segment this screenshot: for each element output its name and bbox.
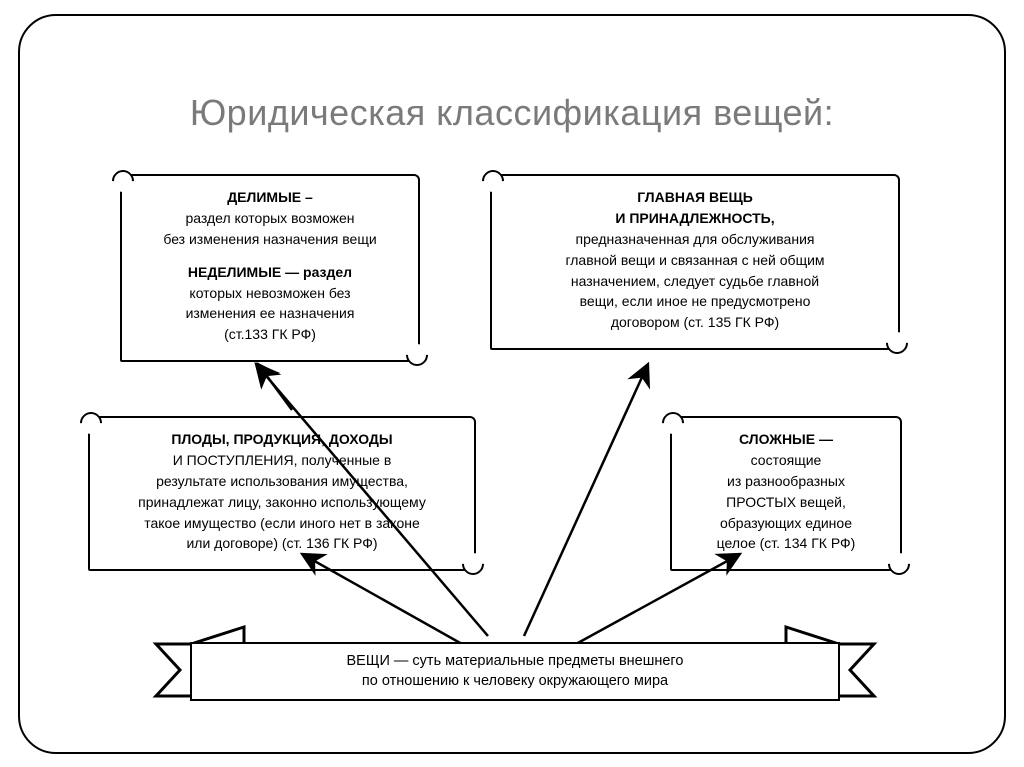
slide-frame: Юридическая классификация вещей: ДЕЛИМЫЕ… [18, 14, 1006, 754]
box2-h: ГЛАВНАЯ ВЕЩЬ [508, 188, 882, 207]
box1-t2a: которых невозможен без [138, 284, 402, 303]
box3-t1: И ПОСТУПЛЕНИЯ, полученные в [106, 451, 458, 470]
box1-heading2: НЕДЕЛИМЫЕ — раздел [138, 263, 402, 282]
box2-t4: вещи, если иное не предусмотрено [508, 292, 882, 311]
box3-t5: или договоре) (ст. 136 ГК РФ) [106, 534, 458, 553]
box1-heading1: ДЕЛИМЫЕ – [138, 188, 402, 207]
box4-t4: образующих единое [688, 514, 884, 533]
box4-t5: целое (ст. 134 ГК РФ) [688, 534, 884, 553]
box1-t1a: раздел которых возможен [138, 209, 402, 228]
slide-title: Юридическая классификация вещей: [20, 92, 1004, 134]
box1-t1b: без изменения назначения вещи [138, 230, 402, 249]
banner-line1: ВЕЩИ — суть материальные предметы внешне… [212, 652, 818, 672]
box2-t3: назначением, следует судьбе главной [508, 272, 882, 291]
box3-t2: результате использования имущества, [106, 472, 458, 491]
banner-veschi: ВЕЩИ — суть материальные предметы внешне… [190, 642, 840, 701]
box4-t2: из разнообразных [688, 472, 884, 491]
box2-h2: И ПРИНАДЛЕЖНОСТЬ, [508, 209, 882, 228]
box-delimye-nedelimye: ДЕЛИМЫЕ – раздел которых возможен без из… [120, 174, 420, 362]
box1-t2c: (ст.133 ГК РФ) [138, 325, 402, 344]
box2-t2: главной вещи и связанная с ней общим [508, 251, 882, 270]
box-slozhnye: СЛОЖНЫЕ — состоящие из разнообразных ПРО… [670, 416, 902, 571]
box-plody-produktsiya: ПЛОДЫ, ПРОДУКЦИЯ, ДОХОДЫ И ПОСТУПЛЕНИЯ, … [88, 416, 476, 571]
box3-t4: такое имущество (если иного нет в законе [106, 514, 458, 533]
box2-t1: предназначенная для обслуживания [508, 230, 882, 249]
box4-t1: состоящие [688, 451, 884, 470]
box-glavnaya-vesch: ГЛАВНАЯ ВЕЩЬ И ПРИНАДЛЕЖНОСТЬ, предназна… [490, 174, 900, 350]
box3-h: ПЛОДЫ, ПРОДУКЦИЯ, ДОХОДЫ [106, 430, 458, 449]
banner-line2: по отношению к человеку окружающего мира [212, 672, 818, 692]
box1-t2b: изменения ее назначения [138, 304, 402, 323]
box4-t3: ПРОСТЫХ вещей, [688, 493, 884, 512]
box4-h: СЛОЖНЫЕ — [688, 430, 884, 449]
box3-t3: принадлежат лицу, законно использующему [106, 493, 458, 512]
box2-t5: договором (ст. 135 ГК РФ) [508, 313, 882, 332]
